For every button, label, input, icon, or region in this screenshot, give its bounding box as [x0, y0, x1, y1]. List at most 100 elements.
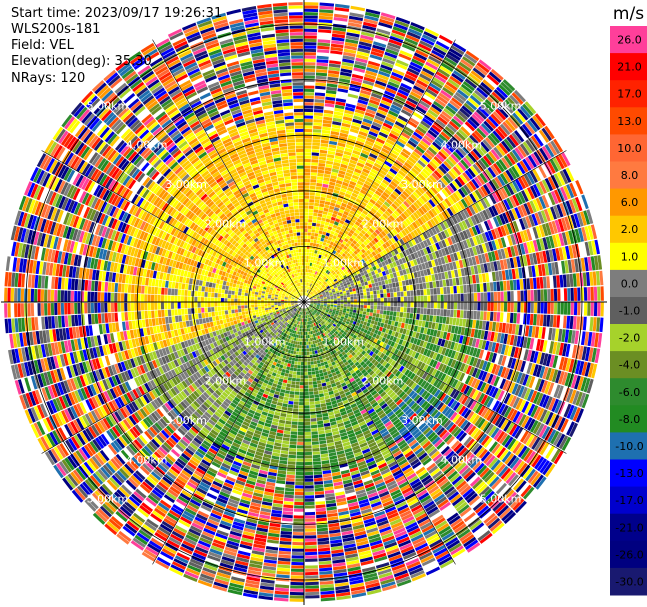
gate-cell: [305, 269, 308, 273]
gate-cell: [334, 155, 343, 161]
gate-cell: [386, 113, 397, 121]
gate-cell: [304, 289, 306, 292]
gate-cell: [367, 60, 381, 67]
gate-cell: [329, 248, 334, 253]
gate-cell: [350, 5, 366, 12]
gate-cell: [365, 162, 373, 168]
gate-cell: [385, 116, 396, 124]
gate-cell: [344, 230, 349, 235]
gate-cell: [304, 138, 312, 143]
gate-cell: [312, 216, 318, 220]
gate-cell: [402, 106, 414, 114]
gate-cell: [304, 108, 314, 113]
gate-cell: [318, 15, 333, 20]
gate-cell: [325, 197, 332, 202]
gate-cell: [310, 283, 312, 287]
gate-cell: [338, 231, 344, 236]
gate-cell: [304, 205, 309, 209]
gate-cell: [375, 80, 387, 87]
gate-cell: [360, 31, 375, 38]
gate-cell: [378, 153, 387, 161]
gate-cell: [349, 128, 359, 134]
gate-cell: [335, 98, 347, 103]
gate-cell: [396, 59, 409, 67]
gate-cell: [304, 95, 314, 99]
gate-cell: [355, 183, 363, 189]
gate-cell: [314, 199, 320, 204]
gate-cell: [343, 51, 356, 58]
gate-cell: [351, 174, 359, 180]
gate-cell: [363, 21, 377, 28]
gate-cell: [418, 43, 432, 52]
gate-cell: [404, 73, 417, 82]
gate-cell: [304, 42, 317, 46]
gate-cell: [317, 272, 321, 276]
gate-cell: [388, 110, 399, 118]
gate-cell: [329, 178, 337, 183]
gate-cell: [306, 279, 308, 283]
gate-cell: [316, 268, 319, 272]
gate-cell: [380, 12, 396, 20]
gate-cell: [361, 121, 372, 128]
gate-cell: [312, 139, 321, 143]
gate-cell: [378, 22, 393, 29]
gate-cell: [319, 258, 323, 263]
gate-cell: [308, 255, 312, 260]
gate-cell: [310, 236, 315, 240]
gate-cell: [387, 81, 400, 89]
gate-cell: [317, 257, 321, 262]
gate-cell: [329, 140, 338, 146]
gate-cell: [304, 162, 311, 166]
gate-cell: [373, 41, 387, 48]
gate-cell: [305, 272, 307, 276]
gate-cell: [318, 206, 324, 211]
gate-cell: [353, 115, 363, 121]
gate-cell: [332, 117, 342, 123]
gate-cell: [334, 7, 350, 12]
gate-cell: [422, 67, 435, 77]
gate-cell: [366, 67, 379, 74]
gate-cell: [355, 198, 362, 204]
gate-cell: [338, 139, 347, 144]
gate-cell: [315, 243, 320, 248]
gate-cell: [319, 9, 334, 14]
gate-cell: [310, 172, 317, 176]
gate-cell: [304, 122, 313, 126]
gate-cell: [341, 65, 353, 71]
gate-cell: [381, 125, 391, 133]
gate-cell: [308, 276, 311, 280]
gate-cell: [368, 99, 380, 106]
gate-cell: [361, 83, 374, 90]
gate-cell: [357, 159, 366, 165]
gate-cell: [311, 276, 314, 281]
gate-cell: [304, 228, 308, 232]
gate-cell: [321, 259, 325, 264]
gate-cell: [351, 153, 360, 159]
gate-cell: [309, 242, 314, 246]
gate-cell: [329, 137, 338, 142]
gate-cell: [349, 12, 364, 18]
gate-cell: [413, 52, 427, 61]
gate-cell: [314, 99, 325, 103]
gate-cell: [391, 29, 406, 37]
gate-cell: [312, 243, 317, 247]
gate-cell: [308, 205, 314, 210]
gate-cell: [317, 264, 320, 269]
gate-cell: [330, 50, 343, 55]
gate-cell: [316, 220, 321, 224]
gate-cell: [347, 213, 354, 218]
gate-cell: [323, 173, 331, 178]
gate-cell: [352, 118, 362, 125]
gate-cell: [330, 46, 344, 52]
gate-cell: [371, 92, 382, 100]
gate-cell: [319, 273, 322, 277]
gate-cell: [316, 223, 321, 227]
gate-cell: [332, 224, 338, 229]
gate-cell: [333, 189, 340, 194]
gate-cell: [332, 242, 337, 247]
gate-cell: [312, 266, 316, 271]
gate-cell: [392, 26, 407, 34]
gate-cell: [304, 158, 311, 163]
gate-cell: [407, 97, 419, 106]
gate-cell: [336, 215, 342, 220]
